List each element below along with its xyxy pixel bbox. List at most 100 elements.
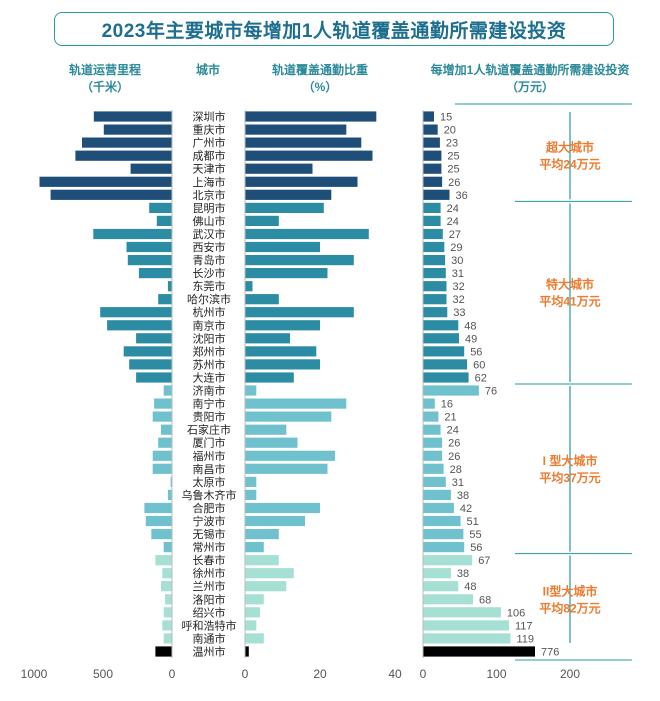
length-bar	[163, 607, 172, 618]
city-label: 天津市	[193, 162, 226, 176]
investment-bar	[423, 176, 443, 187]
coverage-bar	[245, 529, 279, 540]
investment-bar	[423, 385, 479, 396]
investment-bar	[423, 215, 441, 226]
coverage-bar	[245, 476, 257, 487]
city-label: 石家庄市	[187, 423, 231, 437]
investment-value-label: 32	[453, 294, 465, 306]
coverage-bar	[245, 581, 287, 592]
investment-value-label: 56	[470, 542, 482, 554]
investment-bar	[423, 372, 469, 383]
coverage-bar	[245, 346, 317, 357]
investment-value-label: 21	[444, 412, 456, 424]
city-label: 武汉市	[193, 227, 226, 241]
length-bar	[163, 385, 172, 396]
length-bar	[167, 281, 172, 292]
length-bar	[162, 568, 172, 579]
coverage-header: 轨道覆盖通勤比重 （%）	[240, 62, 400, 96]
coverage-bar	[245, 372, 294, 383]
coverage-bar	[245, 542, 264, 553]
coverage-bar	[245, 385, 257, 396]
length-bar	[165, 594, 172, 605]
coverage-bar	[245, 202, 324, 213]
length-bar	[103, 124, 172, 135]
length-header-line1: 轨道运营里程	[68, 63, 141, 77]
coverage-bar	[245, 111, 377, 122]
investment-value-label: 33	[453, 307, 465, 319]
city-label: 哈尔滨市	[187, 292, 231, 306]
coverage-bar	[245, 502, 320, 514]
length-bar	[123, 346, 172, 357]
group-name-label: II型大城市	[543, 583, 598, 598]
city-label: 南昌市	[193, 462, 226, 476]
length-bar	[50, 189, 172, 200]
investment-bar	[423, 437, 443, 448]
investment-bar	[423, 111, 434, 122]
investment-header-line1: 每增加1人轨道覆盖通勤所需建设投资	[430, 63, 630, 77]
length-bar	[167, 489, 172, 500]
investment-header: 每增加1人轨道覆盖通勤所需建设投资 （万元）	[410, 62, 650, 96]
length-bar	[151, 529, 172, 540]
investment-bar	[423, 150, 442, 161]
coverage-header-line2: （%）	[302, 80, 338, 94]
investment-value-label: 15	[440, 112, 452, 124]
investment-bar	[423, 359, 468, 370]
investment-bar	[423, 633, 511, 644]
city-label: 呼和浩特市	[182, 618, 237, 632]
city-label: 重庆市	[193, 123, 226, 137]
coverage-bar	[245, 163, 313, 174]
investment-bar	[423, 646, 535, 657]
city-label: 绍兴市	[193, 605, 226, 619]
coverage-bar	[245, 515, 305, 527]
coverage-bar	[245, 241, 320, 253]
city-label: 温州市	[193, 645, 226, 659]
length-tick-label: 1000	[21, 667, 48, 681]
length-bar	[136, 333, 172, 344]
coverage-bar	[245, 215, 279, 226]
length-bar	[127, 255, 172, 266]
city-label: 南京市	[193, 318, 226, 332]
length-bar	[155, 555, 172, 566]
length-bar	[163, 633, 172, 644]
investment-bar	[423, 568, 451, 579]
coverage-bar	[245, 398, 347, 409]
investment-value-label: 56	[470, 346, 482, 358]
city-label: 长春市	[193, 553, 226, 567]
chart-title: 2023年主要城市每增加1人轨道覆盖通勤所需建设投资	[101, 20, 567, 42]
coverage-bar	[245, 228, 369, 240]
city-label: 大连市	[193, 371, 226, 385]
coverage-bar	[245, 568, 294, 579]
city-label: 南通市	[193, 631, 226, 645]
investment-value-label: 119	[517, 633, 535, 645]
coverage-bar	[245, 450, 335, 461]
coverage-header-line1: 轨道覆盖通勤比重	[271, 63, 368, 77]
investment-bar	[423, 529, 464, 540]
city-label: 东莞市	[193, 279, 226, 293]
length-bar	[170, 476, 172, 487]
investment-value-label: 25	[447, 151, 459, 163]
city-label: 西安市	[193, 240, 226, 254]
length-bar	[156, 215, 172, 226]
coverage-bar	[245, 281, 253, 292]
city-label: 昆明市	[193, 201, 226, 215]
length-bar	[126, 241, 172, 253]
length-bar	[93, 111, 172, 122]
investment-value-label: 776	[541, 647, 559, 659]
coverage-bar	[245, 437, 298, 448]
length-bar	[144, 502, 172, 514]
investment-bar	[423, 555, 473, 566]
length-bar	[82, 137, 172, 148]
investment-bar	[423, 255, 446, 266]
city-label: 徐州市	[193, 566, 226, 580]
investment-bar	[423, 268, 446, 279]
group-name-label: 超大城市	[545, 140, 594, 155]
city-label: 北京市	[193, 188, 226, 202]
coverage-bar	[245, 137, 362, 148]
investment-value-label: 117	[515, 620, 533, 632]
coverage-bar	[245, 411, 332, 422]
investment-bar	[423, 398, 435, 409]
investment-bar	[423, 333, 459, 344]
coverage-bar	[245, 594, 264, 605]
city-label: 厦门市	[193, 436, 226, 450]
investment-value-label: 25	[447, 164, 459, 176]
